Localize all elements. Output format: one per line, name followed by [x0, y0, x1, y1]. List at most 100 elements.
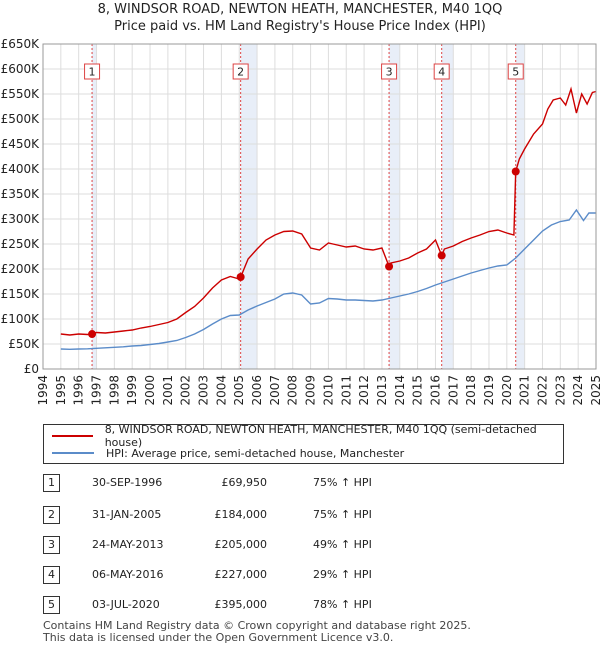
y-tick-label: £600K [1, 62, 41, 76]
y-tick-label: £250K [1, 237, 41, 251]
x-tick-label: 2000 [143, 375, 157, 406]
transaction-number: 5 [43, 596, 60, 614]
x-tick-label: 1996 [72, 375, 86, 406]
transaction-price: £184,000 [214, 508, 268, 521]
y-tick-label: £150K [1, 287, 41, 301]
y-tick-label: £400K [1, 162, 41, 176]
y-tick-label: £0 [24, 362, 39, 376]
sale-shade-2 [240, 44, 258, 369]
y-tick-label: £450K [1, 137, 41, 151]
x-tick-label: 2013 [375, 375, 389, 406]
sale-label: 1 [89, 66, 96, 79]
footer-licence: This data is licensed under the Open Gov… [43, 631, 394, 644]
sale-label: 2 [237, 66, 244, 79]
x-tick-label: 2015 [411, 375, 425, 406]
sale-point [385, 262, 394, 271]
y-tick-label: £500K [1, 112, 41, 126]
sale-point [236, 273, 245, 281]
x-tick-label: 1995 [54, 375, 68, 406]
x-tick-label: 2022 [535, 375, 549, 406]
transaction-hpi: 49% ↑ HPI [313, 538, 372, 551]
x-tick-label: 2012 [357, 375, 371, 406]
x-tick-label: 2005 [232, 375, 246, 406]
x-tick-label: 2014 [393, 375, 407, 406]
transaction-number: 3 [43, 536, 60, 554]
x-tick-label: 2004 [214, 375, 228, 406]
sale-point [511, 167, 520, 176]
legend: 8, WINDSOR ROAD, NEWTON HEATH, MANCHESTE… [43, 423, 564, 464]
hpi-line [60, 208, 596, 351]
x-tick-label: 2002 [179, 375, 193, 406]
transaction-price: £205,000 [214, 538, 268, 551]
legend-swatch-hpi [52, 452, 94, 454]
legend-label-property: 8, WINDSOR ROAD, NEWTON HEATH, MANCHESTE… [104, 423, 537, 449]
legend-item-property: 8, WINDSOR ROAD, NEWTON HEATH, MANCHESTE… [52, 423, 563, 449]
sale-label-box [507, 63, 524, 80]
legend-label-hpi: HPI: Average price, semi-detached house,… [106, 446, 405, 460]
transaction-hpi: 78% ↑ HPI [313, 598, 372, 611]
x-tick-label: 2018 [464, 375, 478, 406]
sale-label: 4 [438, 66, 445, 79]
y-tick-label: £300K [1, 212, 41, 226]
sale-label: 5 [512, 66, 519, 79]
table-row: 4 06-MAY-2016 £227,000 29% ↑ HPI [0, 565, 600, 585]
x-tick-label: 1997 [90, 375, 104, 406]
x-tick-label: 2023 [553, 375, 567, 406]
table-row: 1 30-SEP-1996 £69,950 75% ↑ HPI [0, 473, 600, 493]
sale-shade-3 [389, 44, 400, 369]
sale-point [88, 330, 97, 339]
transaction-hpi: 29% ↑ HPI [313, 568, 372, 581]
x-tick-label: 1999 [125, 375, 139, 406]
x-tick-label: 2024 [571, 375, 585, 406]
table-row: 3 24-MAY-2013 £205,000 49% ↑ HPI [0, 535, 600, 555]
sale-shade-5 [515, 44, 525, 369]
x-tick-label: 2016 [428, 375, 442, 406]
x-tick-label: 1998 [107, 375, 121, 406]
transaction-date: 30-SEP-1996 [92, 476, 163, 489]
x-tick-label: 2008 [286, 375, 300, 406]
chart-title-line2: Price paid vs. HM Land Registry's House … [114, 19, 486, 34]
x-tick-label: 2003 [197, 375, 211, 406]
table-row: 5 03-JUL-2020 £395,000 78% ↑ HPI [0, 595, 600, 615]
property-price-line [60, 86, 597, 336]
plot-frame [42, 43, 597, 370]
transaction-price: £227,000 [214, 568, 268, 581]
sale-shade-4 [441, 44, 454, 369]
transaction-date: 06-MAY-2016 [92, 568, 164, 581]
x-tick-label: 2017 [446, 375, 460, 406]
sale-label-box [84, 63, 101, 80]
sale-label-box [381, 63, 398, 80]
x-tick-label: 2025 [589, 375, 600, 406]
x-tick-label: 2020 [500, 375, 514, 406]
y-tick-label: £100K [1, 312, 41, 326]
transaction-hpi: 75% ↑ HPI [313, 508, 372, 521]
price-chart: 1 2 3 4 5 £0 £50K £100K £150K £200K £250K £300K £35… [1, 37, 600, 406]
sale-label-box [232, 63, 249, 80]
footer-copyright: Contains HM Land Registry data © Crown c… [43, 619, 471, 632]
y-tick-label: £650K [1, 37, 41, 51]
sale-label-box [433, 63, 450, 80]
x-tick-label: 2001 [161, 375, 175, 406]
transaction-number: 4 [43, 566, 60, 584]
x-tick-label: 2019 [482, 375, 496, 406]
sale-shade-1 [92, 44, 97, 369]
transaction-price: £395,000 [214, 598, 268, 611]
sale-point [437, 251, 446, 260]
y-tick-label: £350K [1, 187, 41, 201]
transaction-date: 24-MAY-2013 [92, 538, 164, 551]
y-tick-label: £550K [1, 87, 41, 101]
transaction-number: 1 [43, 474, 60, 492]
x-tick-label: 2007 [268, 375, 282, 406]
y-tick-label: £200K [1, 262, 41, 276]
transaction-hpi: 75% ↑ HPI [313, 476, 372, 489]
transaction-price: £69,950 [221, 476, 268, 489]
chart-title-line1: 8, WINDSOR ROAD, NEWTON HEATH, MANCHESTE… [97, 2, 503, 17]
legend-swatch-property [52, 435, 93, 437]
x-tick-label: 2009 [304, 375, 318, 406]
x-tick-label: 2021 [518, 375, 532, 406]
x-tick-label: 2011 [339, 375, 353, 406]
x-tick-label: 2006 [250, 375, 264, 406]
transaction-date: 03-JUL-2020 [92, 598, 160, 611]
y-tick-label: £50K [8, 337, 40, 351]
x-tick-label: 1994 [36, 375, 50, 406]
